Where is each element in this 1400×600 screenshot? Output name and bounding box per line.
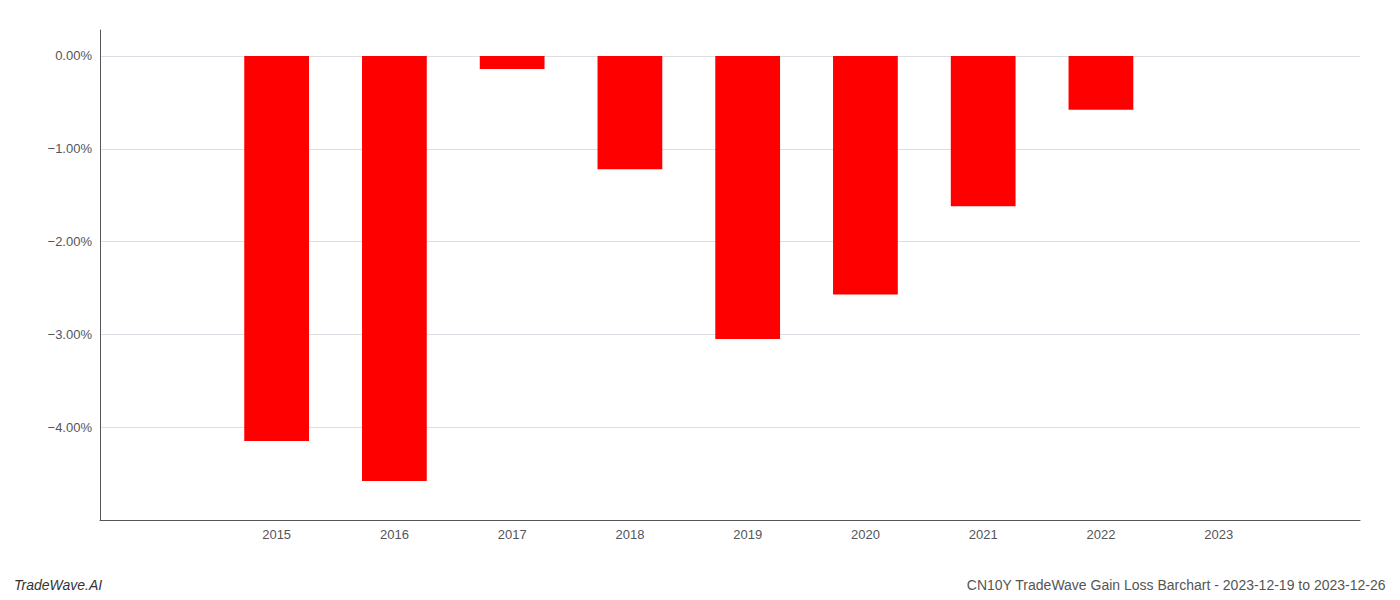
svg-text:CN10Y TradeWave Gain Loss Barc: CN10Y TradeWave Gain Loss Barchart - 202… bbox=[967, 577, 1386, 593]
svg-text:2019: 2019 bbox=[733, 527, 762, 542]
svg-text:−2.00%: −2.00% bbox=[48, 234, 93, 249]
svg-text:2020: 2020 bbox=[851, 527, 880, 542]
svg-text:−4.00%: −4.00% bbox=[48, 420, 93, 435]
svg-text:TradeWave.AI: TradeWave.AI bbox=[14, 577, 102, 593]
svg-text:2018: 2018 bbox=[615, 527, 644, 542]
svg-text:2021: 2021 bbox=[969, 527, 998, 542]
svg-text:0.00%: 0.00% bbox=[55, 48, 92, 63]
svg-text:2016: 2016 bbox=[380, 527, 409, 542]
svg-text:2023: 2023 bbox=[1204, 527, 1233, 542]
svg-text:2017: 2017 bbox=[498, 527, 527, 542]
svg-text:−1.00%: −1.00% bbox=[48, 141, 93, 156]
svg-text:2022: 2022 bbox=[1086, 527, 1115, 542]
svg-text:−3.00%: −3.00% bbox=[48, 327, 93, 342]
svg-text:2015: 2015 bbox=[262, 527, 291, 542]
